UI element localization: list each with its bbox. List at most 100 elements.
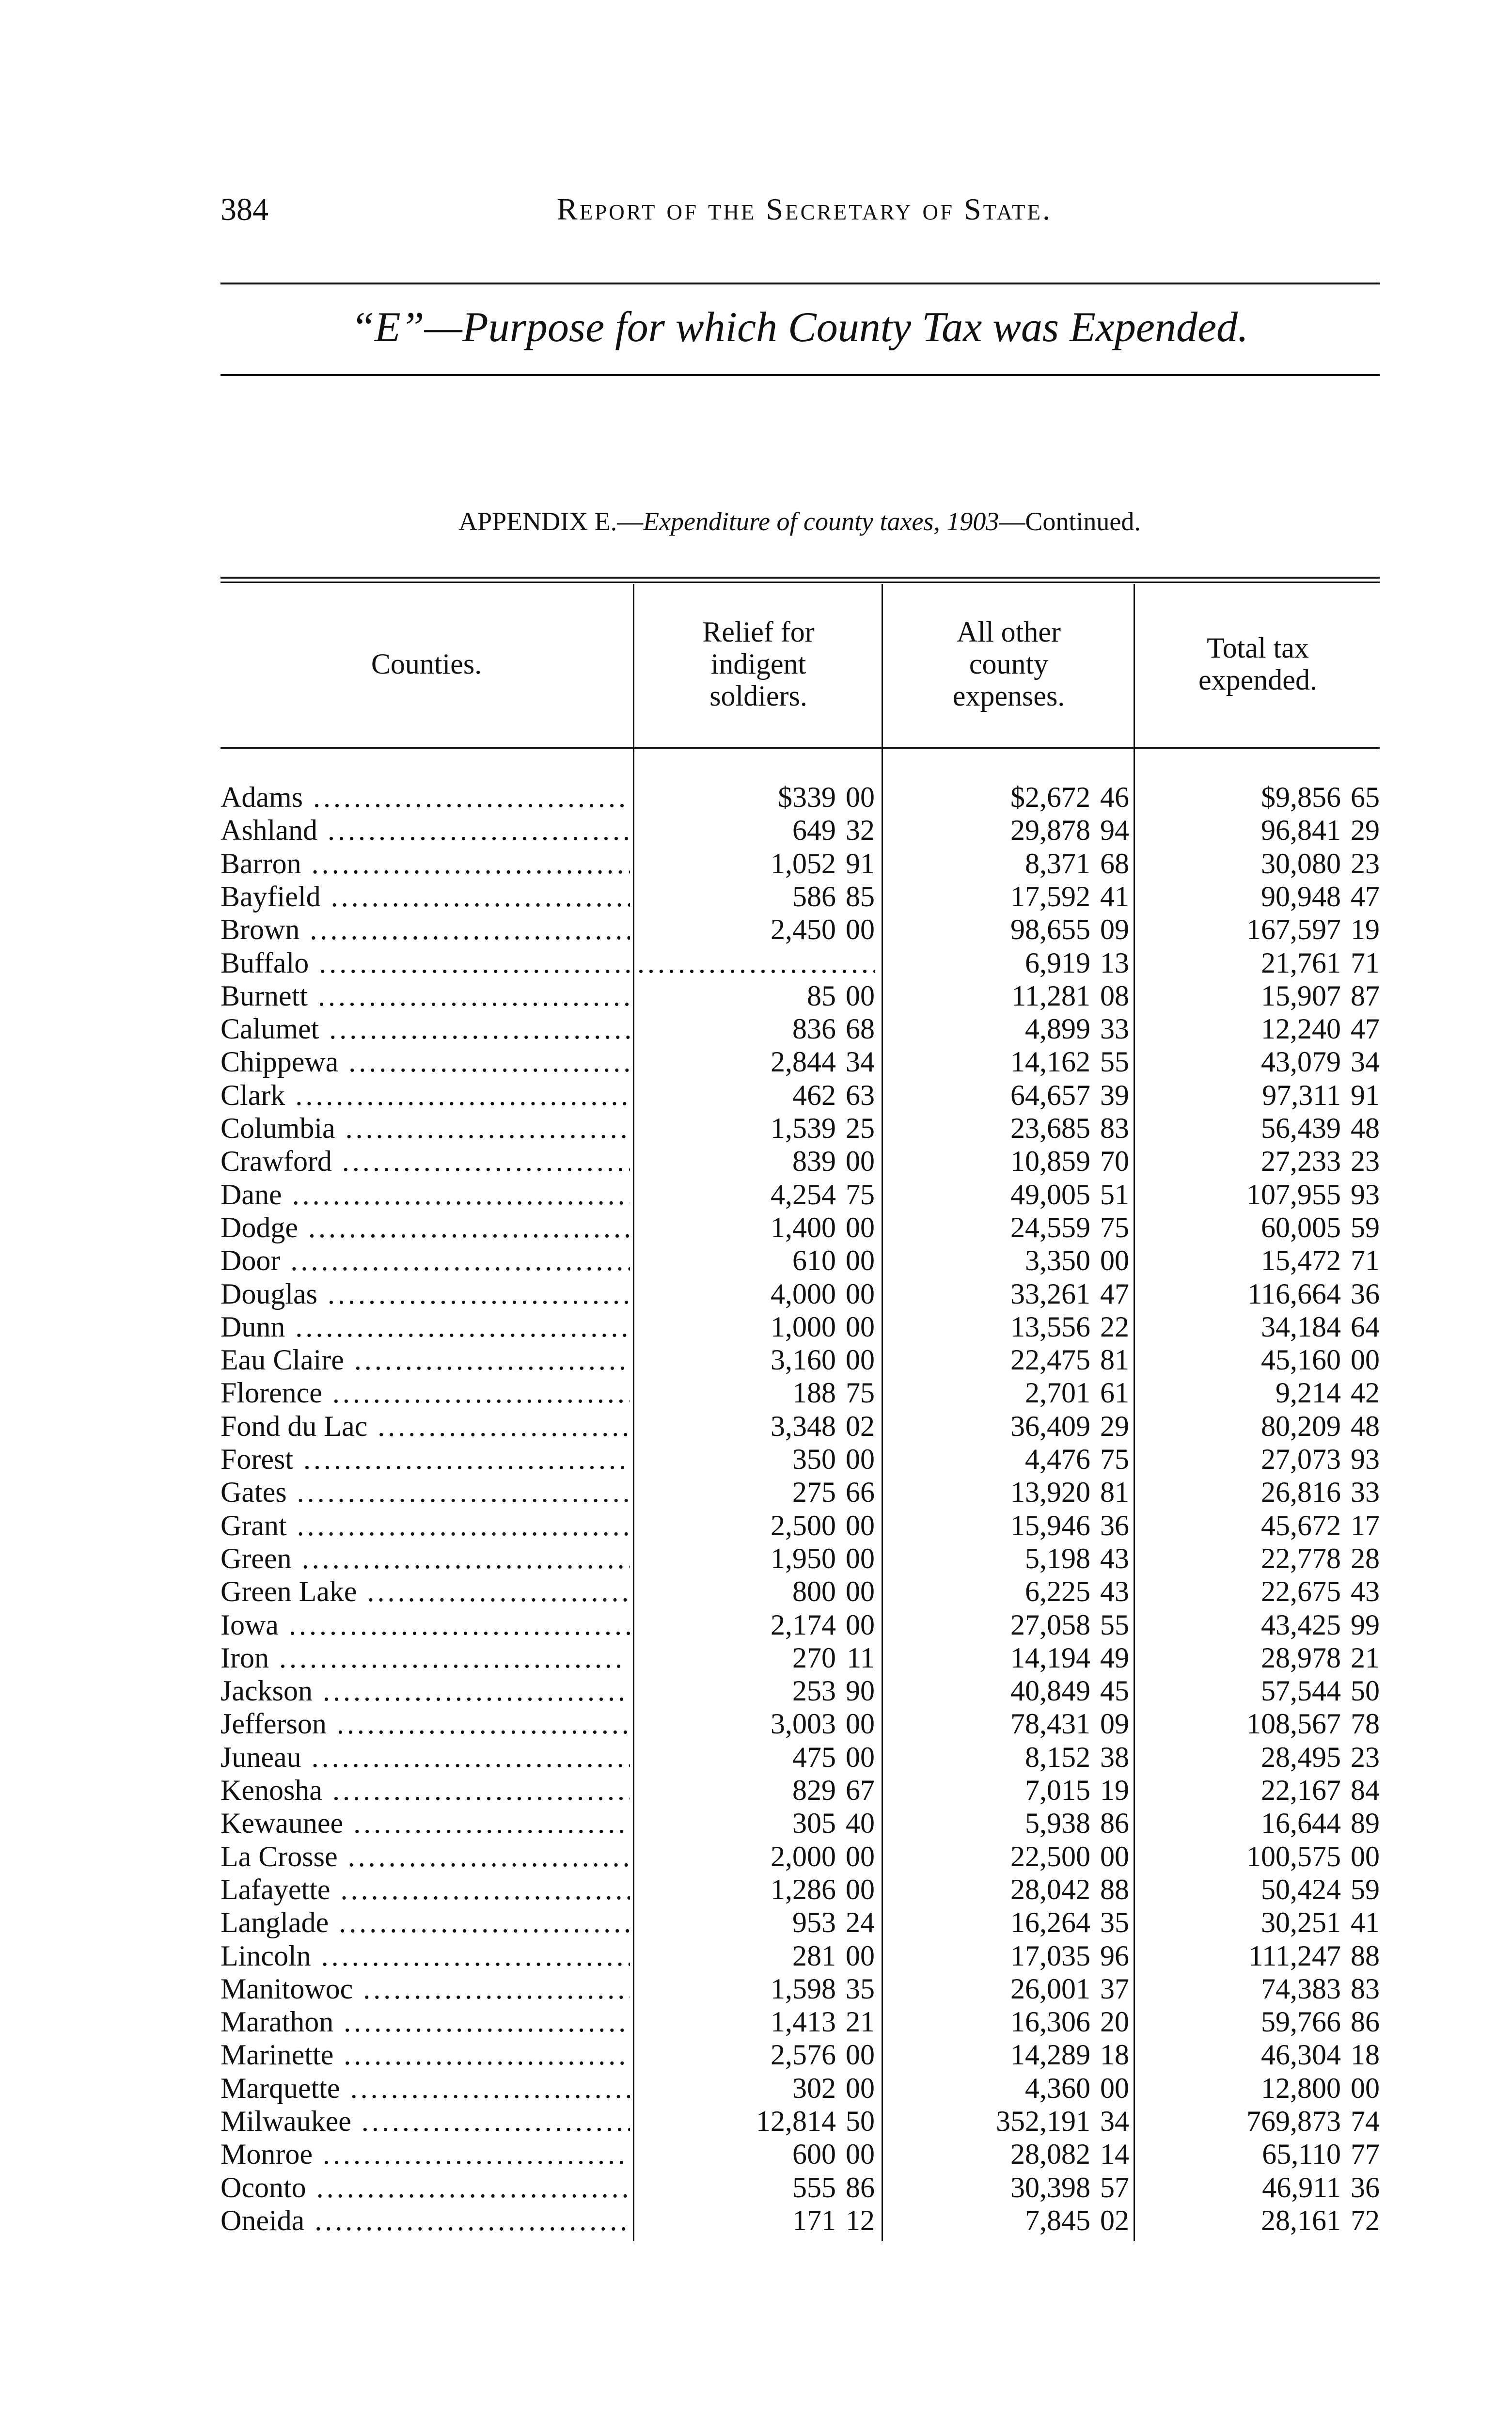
relief-cell: 281 00 [792, 1939, 875, 1972]
other-expenses-cell: 17,035 96 [1010, 1939, 1129, 1972]
total-cell: 43,425 99 [1261, 1608, 1380, 1641]
relief-cell: 171 12 [792, 2204, 875, 2236]
total-cell: 22,675 43 [1261, 1575, 1380, 1608]
relief-cell: 2,174 00 [771, 1608, 875, 1641]
other-expenses-cell: 27,058 55 [1010, 1608, 1129, 1641]
total-cell: 27,073 93 [1261, 1443, 1380, 1475]
table-row: Calumet ................................… [220, 1012, 1381, 1045]
table-row: Manitowoc ..............................… [220, 1972, 1381, 2005]
total-cell: 167,597 19 [1246, 913, 1380, 946]
relief-cell: 1,950 00 [771, 1542, 875, 1574]
other-expenses-cell: 4,360 00 [1025, 2072, 1129, 2104]
county-name: Lafayette ..............................… [220, 1873, 630, 1905]
other-expenses-cell: 98,655 09 [1010, 913, 1129, 946]
header-counties: Counties. [220, 608, 632, 720]
other-expenses-cell: 8,152 38 [1025, 1741, 1129, 1773]
total-cell: 57,544 50 [1261, 1675, 1380, 1707]
other-expenses-cell: 26,001 37 [1010, 1972, 1129, 2005]
table-row: Columbia ...............................… [220, 1112, 1381, 1145]
county-name: Chippewa ...............................… [220, 1046, 630, 1078]
other-expenses-cell: 22,500 00 [1010, 1840, 1129, 1872]
total-cell: 56,439 48 [1261, 1112, 1380, 1144]
other-expenses-cell: 40,849 45 [1010, 1675, 1129, 1707]
relief-cell: 2,450 00 [771, 913, 875, 946]
relief-cell: 649 32 [792, 814, 875, 847]
table-row: Jefferson ..............................… [220, 1707, 1381, 1740]
table-row: Iron .................................. 2… [220, 1641, 1381, 1674]
table-row: Buffalo ................................… [220, 946, 1381, 979]
relief-cell: $339 00 [778, 781, 875, 813]
other-expenses-cell: 2,701 61 [1025, 1377, 1129, 1409]
relief-cell: 475 00 [792, 1741, 875, 1773]
other-expenses-cell: 78,431 09 [1010, 1708, 1129, 1740]
total-cell: 34,184 64 [1261, 1310, 1380, 1343]
table-row: Oneida .................................… [220, 2204, 1381, 2237]
county-name: Green .................................. [220, 1542, 630, 1574]
header-other: All other county expenses. [883, 608, 1134, 720]
county-name: Forest .................................… [220, 1443, 630, 1475]
header-relief-label: Relief for indigent soldiers. [702, 616, 815, 712]
other-expenses-cell: 16,264 35 [1010, 1906, 1129, 1939]
total-cell: 74,383 83 [1261, 1972, 1380, 2005]
total-cell: 80,209 48 [1261, 1410, 1380, 1442]
header-bottom-rule [220, 747, 1380, 749]
relief-cell: 270 11 [792, 1641, 875, 1674]
county-name: Iowa .................................. [220, 1608, 630, 1641]
other-expenses-cell: $2,672 46 [1010, 781, 1129, 813]
other-expenses-cell: 13,556 22 [1010, 1310, 1129, 1343]
total-cell: 12,240 47 [1261, 1013, 1380, 1045]
county-name: Grant .................................. [220, 1509, 630, 1542]
other-expenses-cell: 6,225 43 [1025, 1575, 1129, 1608]
total-cell: 45,160 00 [1261, 1344, 1380, 1376]
header-total: Total tax expended. [1135, 608, 1380, 720]
column-divider [882, 584, 883, 2241]
total-cell: 46,911 36 [1262, 2171, 1380, 2203]
other-expenses-cell: 4,476 75 [1025, 1443, 1129, 1475]
relief-cell: 1,052 91 [771, 847, 875, 880]
relief-cell: 555 86 [792, 2171, 875, 2203]
relief-cell: 188 75 [792, 1377, 875, 1409]
county-name: Jackson ................................… [220, 1675, 630, 1707]
total-cell: 90,948 47 [1261, 880, 1380, 913]
other-expenses-cell: 16,306 20 [1010, 2006, 1129, 2038]
other-expenses-cell: 28,082 14 [1010, 2138, 1129, 2171]
table-row: Oconto .................................… [220, 2171, 1381, 2204]
other-expenses-cell: 8,371 68 [1025, 847, 1129, 880]
county-name: Monroe .................................… [220, 2138, 630, 2171]
table-row: Crawford ...............................… [220, 1145, 1381, 1178]
county-name: Gates .................................. [220, 1476, 630, 1509]
county-name: Bayfield ...............................… [220, 880, 630, 913]
table-row: Lafayette ..............................… [220, 1873, 1381, 1906]
relief-cell: 1,000 00 [771, 1310, 875, 1343]
relief-cell: 839 00 [792, 1145, 875, 1178]
county-name: Adams .................................. [220, 781, 630, 813]
other-expenses-cell: 14,162 55 [1010, 1046, 1129, 1078]
total-cell: 12,800 00 [1261, 2072, 1380, 2104]
total-cell: 28,495 23 [1261, 1741, 1380, 1773]
table-row: Douglas ................................… [220, 1277, 1381, 1310]
table-row: Eau Claire .............................… [220, 1343, 1381, 1376]
total-cell: 28,161 72 [1261, 2204, 1380, 2236]
relief-cell: 350 00 [792, 1443, 875, 1475]
table-row: Grant ..................................… [220, 1509, 1381, 1542]
title-rule [220, 374, 1380, 376]
county-name: Dane .................................. [220, 1178, 630, 1211]
other-expenses-cell: 10,859 70 [1010, 1145, 1129, 1178]
table-row: Dunn .................................. 1… [220, 1310, 1381, 1343]
relief-cell: 1,598 35 [771, 1972, 875, 2005]
county-name: Ashland ................................… [220, 814, 630, 847]
table-row: Langlade ...............................… [220, 1906, 1381, 1939]
county-name: Eau Claire .............................… [220, 1344, 630, 1376]
table-row: Milwaukee ..............................… [220, 2105, 1381, 2138]
table-row: Barron .................................… [220, 847, 1381, 880]
relief-cell: 2,576 00 [771, 2039, 875, 2071]
other-expenses-cell: 7,845 02 [1025, 2204, 1129, 2236]
county-name: Marinette ..............................… [220, 2039, 630, 2071]
other-expenses-cell: 22,475 81 [1010, 1344, 1129, 1376]
other-expenses-cell: 7,015 19 [1025, 1774, 1129, 1806]
relief-cell: 12,814 50 [756, 2105, 875, 2137]
county-name: Barron .................................… [220, 847, 630, 880]
county-name: Burnett ................................… [220, 979, 630, 1012]
relief-cell: 85 00 [807, 979, 875, 1012]
table-row: Jackson ................................… [220, 1674, 1381, 1707]
